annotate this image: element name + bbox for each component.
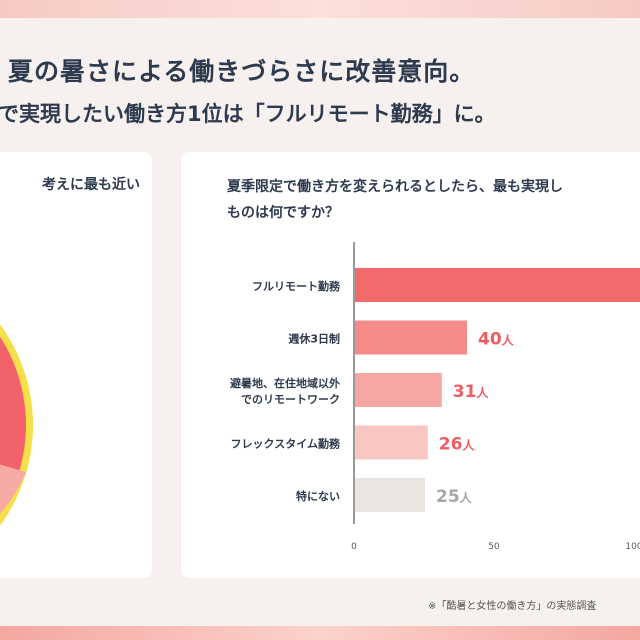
left-card-question: 考えに最も近い — [42, 177, 140, 193]
bar-3 — [355, 373, 442, 407]
right-survey-card: 夏季限定で働き方を変えられるとしたら、最も実現し ものは何ですか？ フルリモート… — [181, 152, 640, 578]
category-label: 特にない — [296, 489, 340, 503]
value-label: 31人 — [453, 382, 490, 402]
chart-question: 夏季限定で働き方を変えられるとしたら、最も実現し ものは何ですか？ — [227, 174, 563, 226]
pie-slice-main — [0, 336, 26, 514]
category-label: フルリモート勤務 — [252, 279, 341, 293]
x-tick-label: 50 — [488, 542, 500, 552]
pie-chart-fragment — [0, 324, 33, 526]
left-survey-card: 考えに最も近い — [0, 152, 152, 578]
category-label: フレックスタイム勤務 — [231, 437, 341, 451]
bar-4 — [355, 425, 428, 460]
bar-1 — [355, 268, 640, 302]
source-footnote: ※「酷暑と女性の働き方」の実態調査 — [428, 601, 597, 612]
x-tick-label: 100 — [625, 542, 640, 552]
bar-2 — [355, 320, 467, 355]
top-decorative-band — [0, 0, 640, 18]
pie-slice-secondary — [0, 464, 26, 514]
page-headline: 夏の暑さによる働きづらさに改善意向。 — [8, 57, 476, 86]
category-label: 避暑地、在住地域以外 — [230, 376, 340, 390]
chart-question-line-2: ものは何ですか？ — [227, 205, 339, 221]
bar-5 — [355, 478, 425, 512]
page-subheadline: で実現したい働き方1位は「フルリモート勤務」に。 — [0, 102, 496, 126]
x-tick-label: 0 — [351, 542, 357, 552]
chart-question-line-1: 夏季限定で働き方を変えられるとしたら、最も実現し — [227, 179, 563, 195]
bottom-decorative-band — [0, 626, 640, 640]
value-label: 25人 — [436, 487, 473, 507]
category-label: 週休3日制 — [288, 332, 340, 346]
value-label: 26人 — [439, 435, 476, 455]
value-label: 40人 — [478, 330, 515, 350]
category-label: でのリモートワーク — [241, 393, 340, 406]
